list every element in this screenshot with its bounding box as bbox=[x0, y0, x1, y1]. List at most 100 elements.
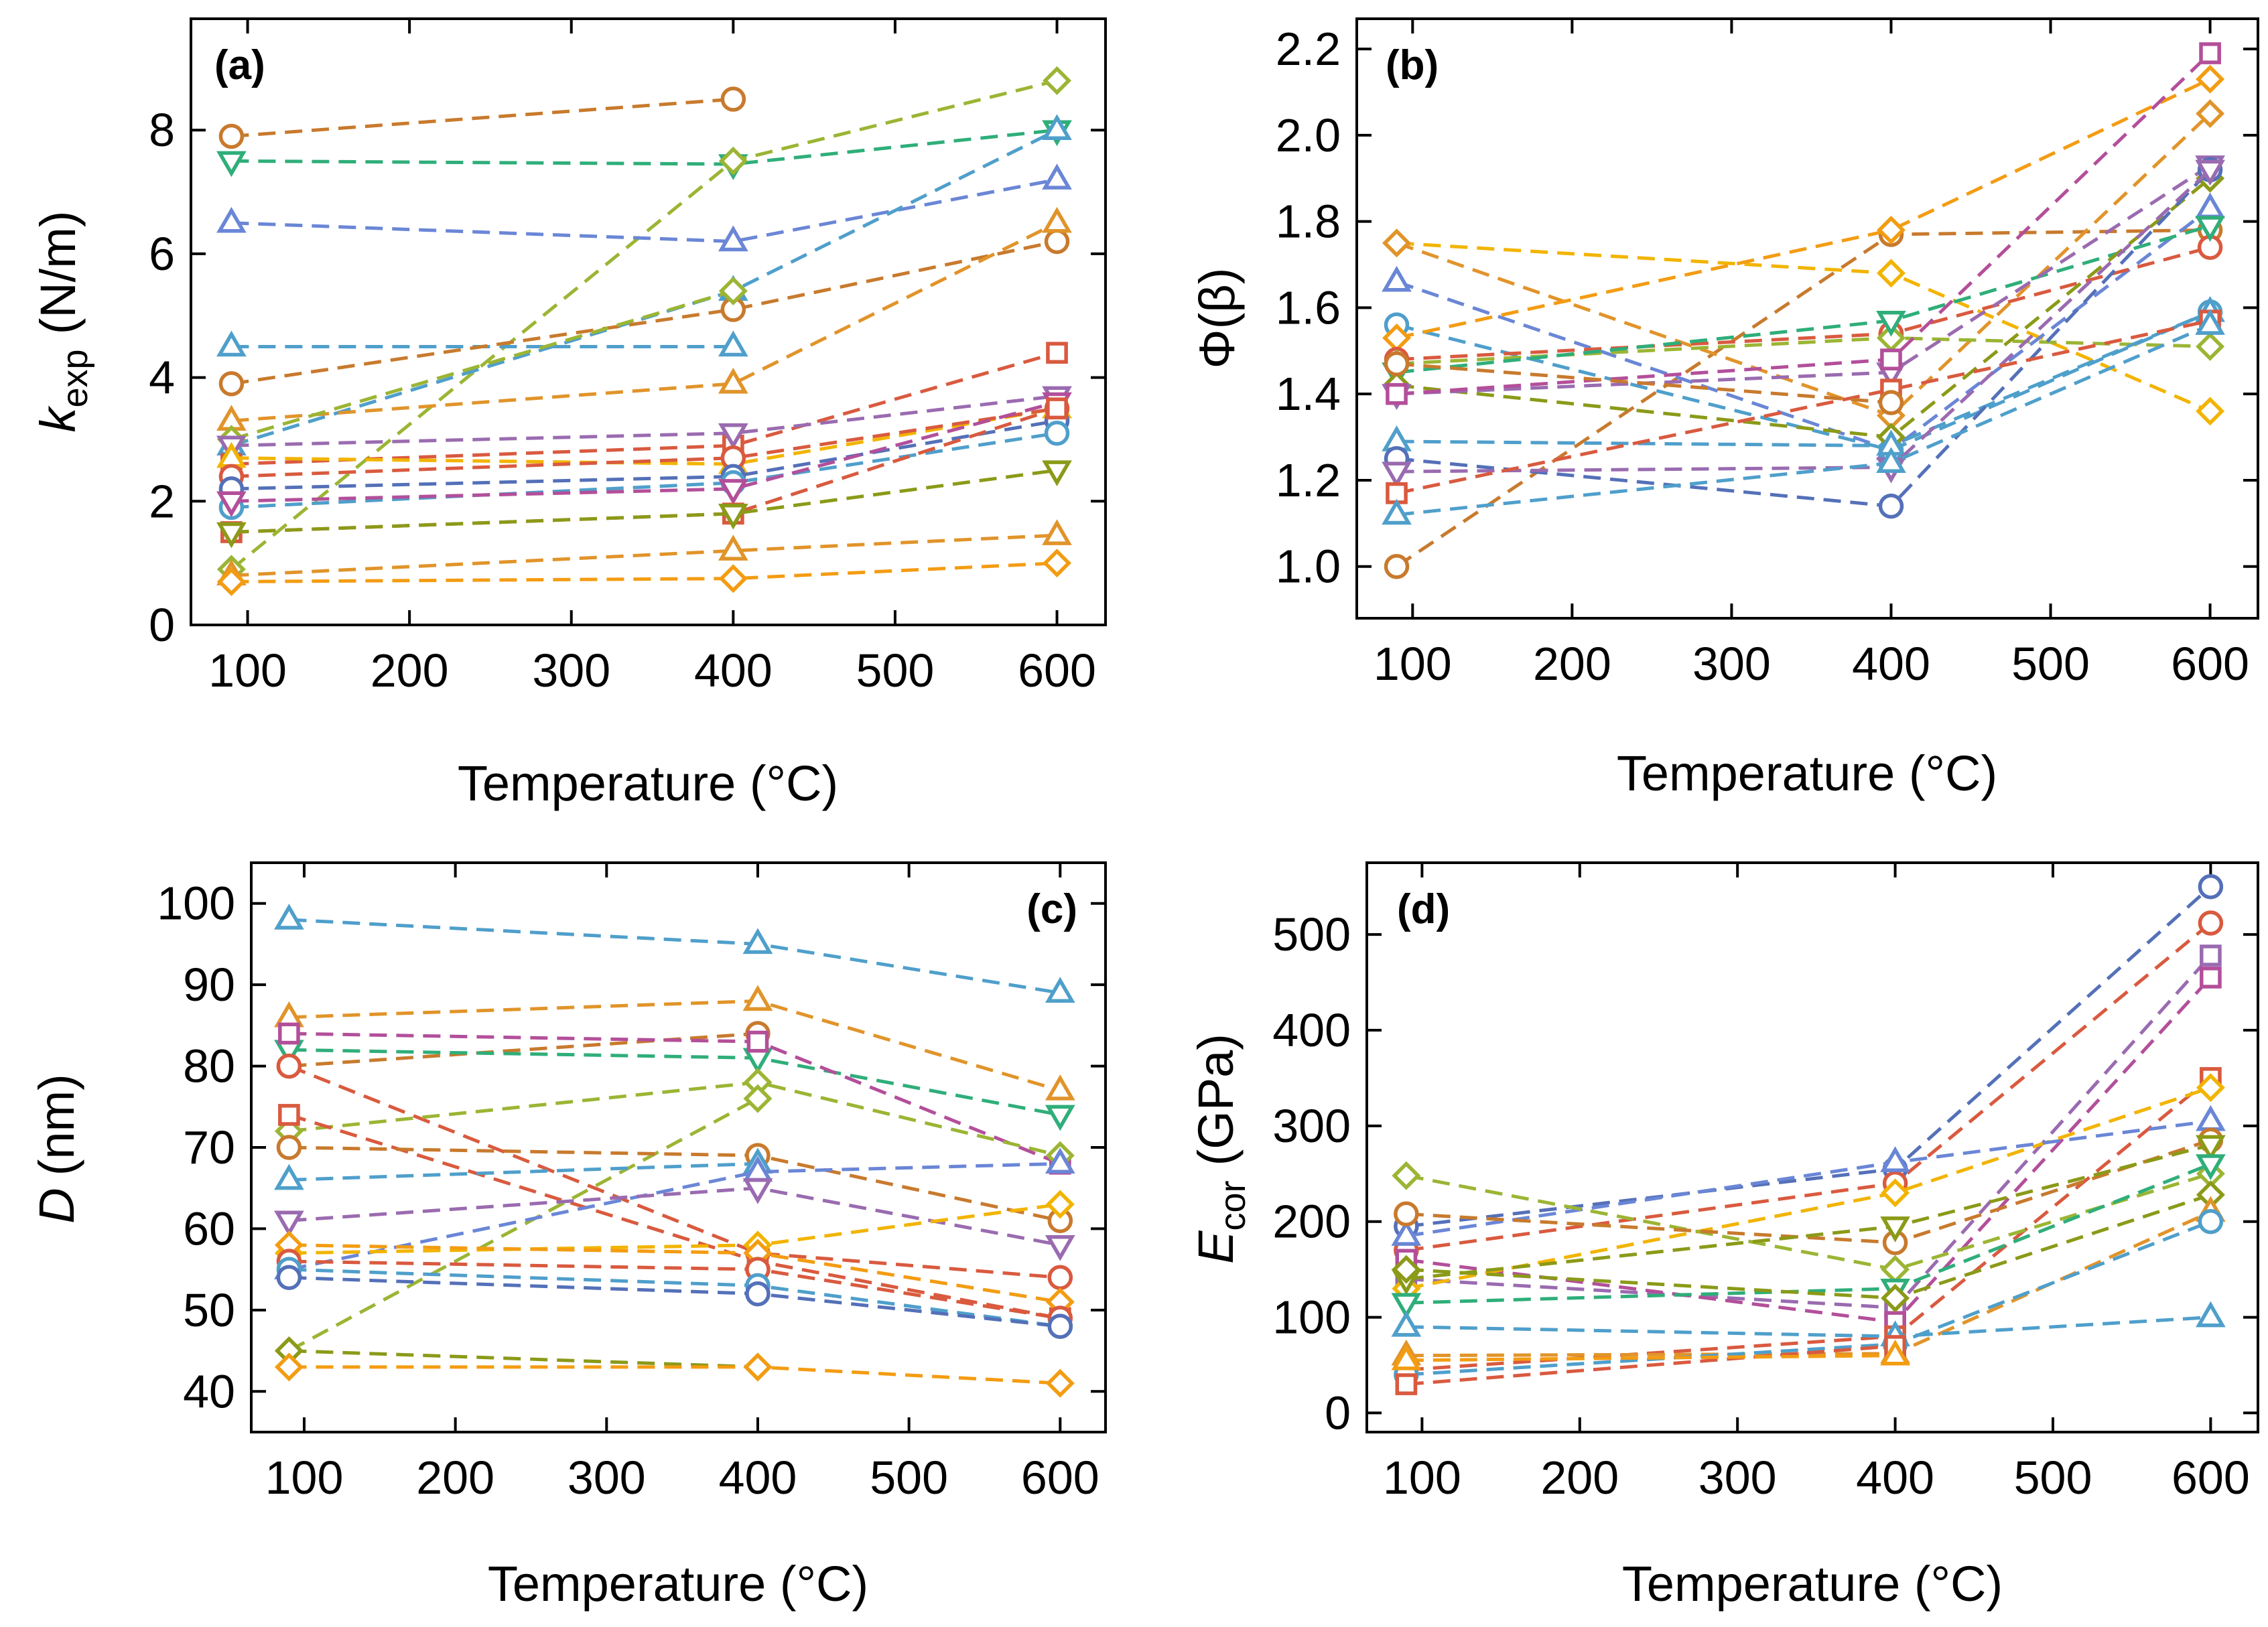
panel-d-ytick-label: 500 bbox=[1272, 908, 1351, 961]
panel-a-line-a8 bbox=[231, 221, 1058, 423]
panel-d-series-d9 bbox=[1394, 1127, 2224, 1255]
panel-b-point-b6 bbox=[2196, 64, 2225, 94]
panel-b-xtick-label: 300 bbox=[1692, 638, 1771, 690]
panel-d-point-d3 bbox=[2200, 944, 2222, 967]
panel-b-point-b17 bbox=[2195, 309, 2225, 335]
panel-b-series-b7 bbox=[1384, 234, 2223, 372]
panel-b-xtick-label: 500 bbox=[2011, 638, 2090, 690]
panel-a-point-a18 bbox=[718, 504, 748, 530]
panel-d-point-d12 bbox=[1881, 1283, 1910, 1313]
panel-c-point-c4 bbox=[742, 1048, 773, 1074]
panel-d-point-d10 bbox=[1880, 1216, 1910, 1243]
panel-b-line-b18 bbox=[1396, 362, 1891, 405]
panel-b-point-b3 bbox=[2196, 99, 2225, 129]
panel-c-point-c1 bbox=[1045, 977, 1075, 1003]
panel-a-line-a16 bbox=[231, 401, 1058, 503]
panel-c-point-c18 bbox=[276, 1265, 302, 1291]
panel-a-line-a5 bbox=[230, 128, 1058, 447]
panel-d-series-d7 bbox=[1391, 1105, 2226, 1246]
panel-a-point-a4 bbox=[1042, 163, 1072, 190]
panel-a-line-a3 bbox=[230, 78, 1058, 571]
panel-a-ytick-label: 4 bbox=[149, 352, 175, 404]
panel-d-label: (d) bbox=[1397, 886, 1450, 932]
panel-d-xtick-label: 200 bbox=[1540, 1452, 1619, 1504]
panel-a-point-a8 bbox=[718, 367, 748, 394]
panel-a-line-a11 bbox=[231, 394, 1057, 447]
panel-c-line-c9 bbox=[288, 1113, 1061, 1320]
panel-a-line-a10 bbox=[231, 351, 1058, 466]
panel-d-point-d9 bbox=[1394, 1201, 1419, 1227]
panel-c-series-c1 bbox=[274, 904, 1075, 1003]
panel-c-ylabel: D (nm) bbox=[29, 1074, 84, 1224]
panel-a-point-a19 bbox=[1042, 519, 1072, 545]
panel-d-frame bbox=[1365, 861, 2259, 1433]
panel-a-series-a2 bbox=[216, 120, 1072, 180]
panel-c-point-c9 bbox=[278, 1104, 300, 1126]
panel-d-series-d17 bbox=[1391, 1339, 1910, 1370]
panel-b: (b) Temperature (°C) Φ(β) 100 200 300 400 50… bbox=[1189, 17, 2259, 801]
panel-a-point-a1 bbox=[218, 123, 245, 149]
panel-c-point-c20 bbox=[274, 1352, 304, 1382]
panel-b-ytick-label: 2.2 bbox=[1276, 23, 1341, 75]
panel-c-point-c1 bbox=[742, 928, 773, 954]
panel-d-point-d14 bbox=[2198, 1208, 2224, 1234]
panel-b-point-b17 bbox=[1382, 498, 1412, 525]
panel-c-series-c20 bbox=[274, 1352, 1075, 1398]
panel-c-series-c19 bbox=[274, 1336, 773, 1382]
panel-b-point-b15 bbox=[2195, 159, 2225, 186]
panel-b-ytick-label: 1.0 bbox=[1276, 541, 1341, 593]
panel-a-series-a7 bbox=[218, 228, 1070, 397]
panel-a-line-a7 bbox=[231, 240, 1058, 386]
panel-c-line-c6 bbox=[288, 1064, 1061, 1279]
panel-a-point-a4 bbox=[718, 225, 748, 252]
panel-b-point-b18 bbox=[1384, 351, 1410, 376]
panel-a-line-a18 bbox=[231, 468, 1057, 534]
panel-d-series-d16 bbox=[1395, 1335, 1906, 1395]
panel-d-point-d6 bbox=[2196, 1073, 2225, 1103]
panel-c-series-c11 bbox=[274, 1147, 773, 1190]
panel-a-series-a6 bbox=[216, 330, 748, 357]
panel-c-xtick-label: 200 bbox=[416, 1452, 494, 1504]
panel-b-point-b3 bbox=[1382, 228, 1411, 258]
panel-a-line-a20 bbox=[231, 561, 1057, 583]
panel-b-point-b9 bbox=[2195, 216, 2225, 242]
panel-b-series-b15 bbox=[1382, 159, 2225, 488]
panel-d-xtick-label: 100 bbox=[1383, 1452, 1461, 1504]
panel-c-line-c2 bbox=[289, 999, 1061, 1092]
panel-d-line-d16 bbox=[1406, 1344, 1895, 1387]
panel-b-ytick-label: 1.8 bbox=[1276, 196, 1341, 248]
panel-b-series-b18 bbox=[1384, 351, 1904, 415]
panel-a-series-a18 bbox=[216, 460, 1072, 549]
panel-c-xtick-label: 100 bbox=[265, 1452, 344, 1504]
panel-b-ticks: 100 200 300 400 500 600 1.0 1.2 1.4 1.6 1.8 2.0 2.2 bbox=[1276, 19, 2258, 690]
panel-b-series-b17 bbox=[1382, 309, 2225, 525]
panel-d-line-d6 bbox=[1406, 1086, 2212, 1291]
panel-b-point-b16 bbox=[1386, 482, 1408, 504]
panel-d-point-d8 bbox=[1392, 1161, 1421, 1190]
panel-d-point-d8 bbox=[1881, 1255, 1910, 1284]
panel-a-line-a15 bbox=[231, 431, 1057, 510]
panel-c-line-c11 bbox=[289, 1161, 758, 1182]
panel-d-point-d15 bbox=[1391, 1310, 1422, 1337]
panel-c-ytick-label: 50 bbox=[183, 1284, 235, 1336]
panel-d-line-d17 bbox=[1406, 1354, 1895, 1362]
panel-a-point-a17 bbox=[1046, 397, 1068, 420]
panel-b-line-b3 bbox=[1396, 112, 2212, 418]
panel-d-series-d3 bbox=[1395, 944, 2222, 1319]
panel-b-series-b5 bbox=[1384, 299, 2223, 463]
panel-a-frame bbox=[190, 17, 1107, 626]
panel-d-series-d5 bbox=[1395, 1067, 2222, 1381]
panel-d-point-d17 bbox=[1880, 1339, 1910, 1366]
panel-b-ytick-label: 2.0 bbox=[1276, 109, 1341, 161]
panel-a-point-a11 bbox=[718, 423, 748, 449]
panel-d-point-d7 bbox=[1391, 1220, 1422, 1246]
panel-b-line-b6 bbox=[1396, 77, 2211, 340]
panel-c-point-c12 bbox=[1045, 1147, 1075, 1174]
panel-c-ylabel-main: D bbox=[29, 1188, 84, 1223]
panel-d-point-d17 bbox=[1391, 1344, 1422, 1370]
panel-a-series-a5 bbox=[216, 114, 1072, 455]
panel-a-point-a5 bbox=[1042, 114, 1072, 140]
panel-c-xlabel: Temperature (°C) bbox=[488, 1556, 868, 1612]
panel-c-line-c8 bbox=[288, 1097, 759, 1352]
panel-b-xlabel: Temperature (°C) bbox=[1617, 746, 1997, 801]
